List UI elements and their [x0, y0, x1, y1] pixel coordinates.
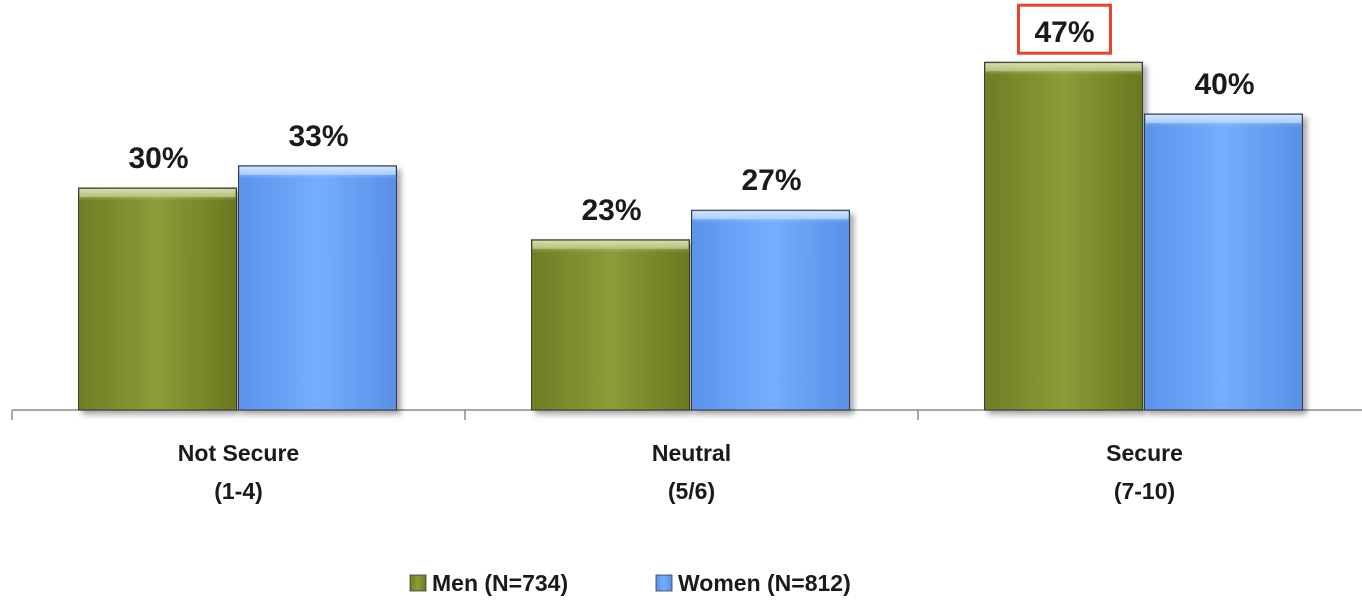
legend-label-women: Women (N=812) — [678, 570, 851, 596]
bar-men-3 — [984, 61, 1143, 411]
value-label-men-1: 30% — [128, 142, 188, 175]
value-label-men-3: 47% — [1034, 16, 1094, 49]
bar-women-1 — [238, 165, 397, 411]
legend-swatch-women — [655, 574, 673, 592]
category-label-2-line-2: (5/6) — [668, 478, 715, 504]
legend-swatch-men — [409, 574, 427, 592]
highlight-box — [1017, 3, 1112, 55]
value-label-women-1: 33% — [288, 120, 348, 153]
legend: Men (N=734) Women (N=812) — [409, 570, 851, 596]
bar-women-3 — [1144, 113, 1303, 411]
value-labels: 30% 33% 23% 27% 47% 40% — [128, 3, 1255, 227]
value-label-women-3: 40% — [1194, 68, 1254, 101]
bars — [78, 61, 1303, 411]
category-label-1-line-2: (1-4) — [214, 478, 263, 504]
legend-label-men: Men (N=734) — [432, 570, 568, 596]
category-label-3-line-2: (7-10) — [1114, 478, 1175, 504]
category-label-3-line-1: Secure — [1106, 440, 1183, 466]
category-label-2-line-1: Neutral — [652, 440, 731, 466]
category-labels: Not Secure (1-4) Neutral (5/6) Secure (7-10) — [178, 440, 1183, 504]
bar-men-1 — [78, 187, 237, 411]
value-label-women-2: 27% — [741, 164, 801, 197]
bar-men-2 — [531, 239, 690, 411]
value-label-men-2: 23% — [581, 194, 641, 227]
category-label-1-line-1: Not Secure — [178, 440, 299, 466]
bar-women-2 — [691, 209, 850, 411]
x-axis — [11, 409, 1362, 420]
